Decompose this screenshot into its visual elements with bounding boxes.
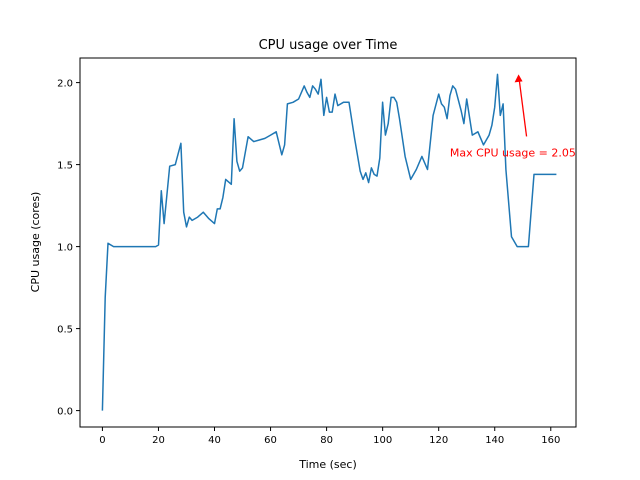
annotation-arrow-head bbox=[514, 74, 523, 83]
annotation-arrow-line bbox=[518, 78, 528, 137]
x-tick-label: 100 bbox=[373, 435, 392, 446]
annotation-text: Max CPU usage = 2.05 bbox=[450, 146, 576, 159]
x-tick-label: 120 bbox=[429, 435, 448, 446]
x-tick-label: 20 bbox=[152, 435, 165, 446]
y-tick-label: 1.0 bbox=[57, 243, 73, 254]
x-tick-label: 40 bbox=[208, 435, 221, 446]
plot-frame bbox=[79, 57, 577, 428]
x-tick-label: 0 bbox=[99, 435, 105, 446]
x-tick-label: 80 bbox=[320, 435, 333, 446]
x-tick-label: 60 bbox=[264, 435, 277, 446]
ticks-layer: 0 20 40 60 80 100 120 140 160 0.0 0.5 1.0 1.5 2.0 bbox=[57, 79, 560, 446]
series-layer bbox=[101, 73, 557, 411]
x-tick-label: 140 bbox=[485, 435, 504, 446]
y-axis-label: CPU usage (cores) bbox=[29, 192, 42, 293]
chart-title: CPU usage over Time bbox=[259, 38, 398, 53]
y-tick-label: 1.5 bbox=[57, 161, 73, 172]
y-tick-label: 0.5 bbox=[57, 325, 73, 336]
y-tick-label: 2.0 bbox=[57, 79, 73, 90]
annotation-layer: Max CPU usage = 2.05 bbox=[450, 74, 576, 159]
x-axis-label: Time (sec) bbox=[298, 458, 357, 471]
x-tick-label: 160 bbox=[541, 435, 560, 446]
y-tick-label: 0.0 bbox=[57, 407, 73, 418]
cpu-usage-line bbox=[101, 73, 557, 411]
plot-area bbox=[80, 58, 576, 427]
